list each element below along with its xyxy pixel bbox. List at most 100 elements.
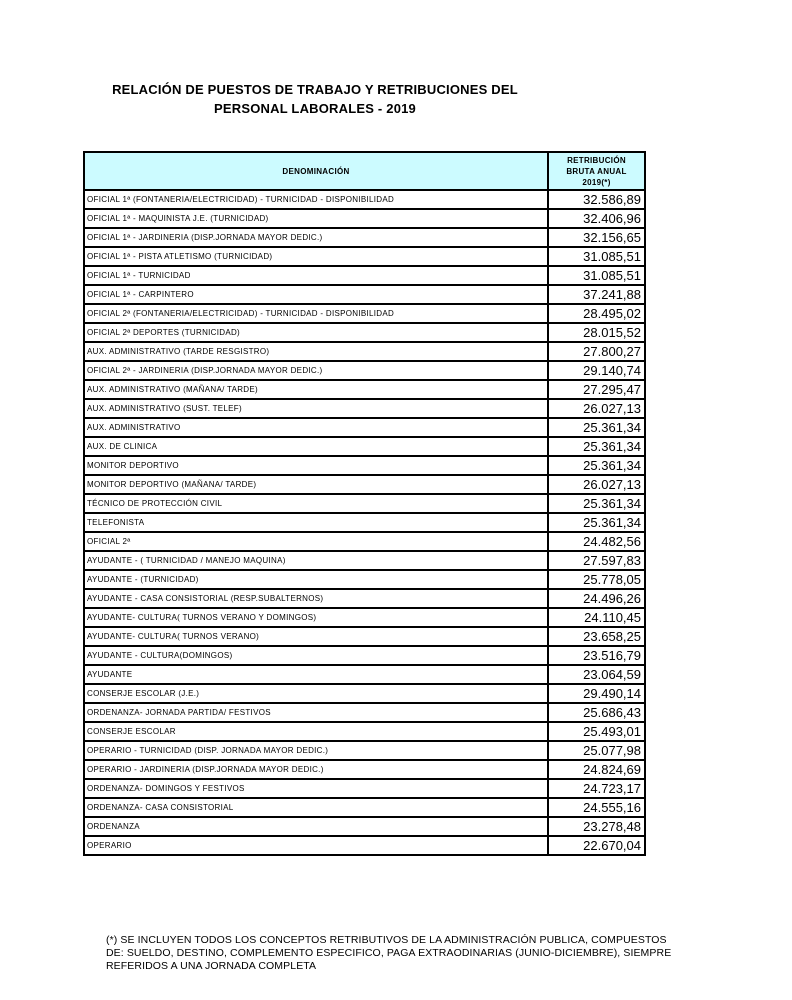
retribucion-cell: 25.077,98: [548, 741, 645, 760]
table-row: OPERARIO 22.670,04: [84, 836, 645, 855]
retribucion-cell: 23.516,79: [548, 646, 645, 665]
table-header-row: DENOMINACIÓN RETRIBUCIÓN BRUTA ANUAL 201…: [84, 152, 645, 190]
denominacion-cell: AUX. ADMINISTRATIVO (TARDE RESGISTRO): [84, 342, 548, 361]
column-header-denominacion: DENOMINACIÓN: [84, 152, 548, 190]
retribucion-cell: 25.686,43: [548, 703, 645, 722]
denominacion-cell: OFICIAL 2ª DEPORTES (TURNICIDAD): [84, 323, 548, 342]
table-row: ORDENANZA- CASA CONSISTORIAL 24.555,16: [84, 798, 645, 817]
retribucion-cell: 26.027,13: [548, 399, 645, 418]
table-row: OFICIAL 1ª (FONTANERIA/ELECTRICIDAD) - T…: [84, 190, 645, 209]
table-row: AUX. ADMINISTRATIVO (TARDE RESGISTRO) 27.…: [84, 342, 645, 361]
denominacion-cell: MONITOR DEPORTIVO: [84, 456, 548, 475]
denominacion-cell: ORDENANZA- CASA CONSISTORIAL: [84, 798, 548, 817]
retribucion-cell: 32.586,89: [548, 190, 645, 209]
page-title: RELACIÓN DE PUESTOS DE TRABAJO Y RETRIBU…: [80, 80, 550, 118]
retribucion-cell: 27.597,83: [548, 551, 645, 570]
table-header: DENOMINACIÓN RETRIBUCIÓN BRUTA ANUAL 201…: [84, 152, 645, 190]
table-row: AYUDANTE - CULTURA(DOMINGOS) 23.516,79: [84, 646, 645, 665]
table-row: MONITOR DEPORTIVO (MAÑANA/ TARDE) 26.027,…: [84, 475, 645, 494]
denominacion-cell: TELEFONISTA: [84, 513, 548, 532]
denominacion-cell: CONSERJE ESCOLAR (J.E.): [84, 684, 548, 703]
denominacion-cell: OPERARIO: [84, 836, 548, 855]
table-row: OFICIAL 1ª - TURNICIDAD 31.085,51: [84, 266, 645, 285]
denominacion-cell: AYUDANTE: [84, 665, 548, 684]
retribucion-cell: 29.140,74: [548, 361, 645, 380]
column-header-retribucion-line3: 2019(*): [582, 177, 611, 187]
denominacion-cell: OFICIAL 2ª - JARDINERIA (DISP.JORNADA MA…: [84, 361, 548, 380]
retribucion-cell: 29.490,14: [548, 684, 645, 703]
retribucion-cell: 25.493,01: [548, 722, 645, 741]
denominacion-cell: AUX. ADMINISTRATIVO (SUST. TELEF): [84, 399, 548, 418]
retribucion-cell: 27.800,27: [548, 342, 645, 361]
retribucion-cell: 25.361,34: [548, 437, 645, 456]
table-row: ORDENANZA 23.278,48: [84, 817, 645, 836]
table-row: AUX. DE CLINICA 25.361,34: [84, 437, 645, 456]
table-body: OFICIAL 1ª (FONTANERIA/ELECTRICIDAD) - T…: [84, 190, 645, 855]
denominacion-cell: AUX. ADMINISTRATIVO: [84, 418, 548, 437]
table-row: AUX. ADMINISTRATIVO (SUST. TELEF) 26.027,…: [84, 399, 645, 418]
table-row: AYUDANTE - ( TURNICIDAD / MANEJO MAQUINA…: [84, 551, 645, 570]
denominacion-cell: AYUDANTE- CULTURA( TURNOS VERANO): [84, 627, 548, 646]
page-title-line1: RELACIÓN DE PUESTOS DE TRABAJO Y RETRIBU…: [112, 82, 518, 97]
denominacion-cell: OFICIAL 1ª - PISTA ATLETISMO (TURNICIDAD…: [84, 247, 548, 266]
column-header-retribucion-line2: BRUTA ANUAL: [566, 166, 627, 176]
denominacion-cell: ORDENANZA: [84, 817, 548, 836]
retribucion-cell: 24.555,16: [548, 798, 645, 817]
retribucion-cell: 25.778,05: [548, 570, 645, 589]
footnote-line1: (*) SE INCLUYEN TODOS LOS CONCEPTOS RETR…: [106, 934, 667, 946]
table-row: TELEFONISTA 25.361,34: [84, 513, 645, 532]
table-row: AYUDANTE - (TURNICIDAD) 25.778,05: [84, 570, 645, 589]
table-row: OFICIAL 2ª 24.482,56: [84, 532, 645, 551]
table-row: AYUDANTE 23.064,59: [84, 665, 645, 684]
denominacion-cell: OPERARIO - TURNICIDAD (DISP. JORNADA MAY…: [84, 741, 548, 760]
page-title-line2: PERSONAL LABORALES - 2019: [214, 101, 416, 116]
denominacion-cell: OFICIAL 2ª (FONTANERIA/ELECTRICIDAD) - T…: [84, 304, 548, 323]
denominacion-cell: AYUDANTE - (TURNICIDAD): [84, 570, 548, 589]
table-row: AYUDANTE- CULTURA( TURNOS VERANO) 23.658,…: [84, 627, 645, 646]
denominacion-cell: OFICIAL 1ª - JARDINERIA (DISP.JORNADA MA…: [84, 228, 548, 247]
retribucion-cell: 25.361,34: [548, 513, 645, 532]
table-row: TÉCNICO DE PROTECCIÓN CIVIL 25.361,34: [84, 494, 645, 513]
retribucion-cell: 23.278,48: [548, 817, 645, 836]
table-row: OPERARIO - JARDINERIA (DISP.JORNADA MAYO…: [84, 760, 645, 779]
retribucion-cell: 28.495,02: [548, 304, 645, 323]
table-row: OFICIAL 1ª - PISTA ATLETISMO (TURNICIDAD…: [84, 247, 645, 266]
table-row: AYUDANTE- CULTURA( TURNOS VERANO Y DOMIN…: [84, 608, 645, 627]
column-header-retribucion-line1: RETRIBUCIÓN: [567, 155, 626, 165]
retribucion-cell: 24.482,56: [548, 532, 645, 551]
retribucion-cell: 24.110,45: [548, 608, 645, 627]
retribucion-cell: 24.723,17: [548, 779, 645, 798]
denominacion-cell: OFICIAL 1ª - CARPINTERO: [84, 285, 548, 304]
retribucion-cell: 31.085,51: [548, 247, 645, 266]
footnote-line2: DE: SUELDO, DESTINO, COMPLEMENTO ESPECIF…: [106, 947, 672, 959]
retribucion-cell: 27.295,47: [548, 380, 645, 399]
denominacion-cell: AYUDANTE - ( TURNICIDAD / MANEJO MAQUINA…: [84, 551, 548, 570]
table-row: ORDENANZA- JORNADA PARTIDA/ FESTIVOS 25.6…: [84, 703, 645, 722]
denominacion-cell: ORDENANZA- JORNADA PARTIDA/ FESTIVOS: [84, 703, 548, 722]
table-row: OFICIAL 2ª (FONTANERIA/ELECTRICIDAD) - T…: [84, 304, 645, 323]
table-row: AUX. ADMINISTRATIVO 25.361,34: [84, 418, 645, 437]
retribucion-cell: 32.406,96: [548, 209, 645, 228]
retribucion-cell: 37.241,88: [548, 285, 645, 304]
denominacion-cell: OFICIAL 2ª: [84, 532, 548, 551]
table-row: OFICIAL 1ª - JARDINERIA (DISP.JORNADA MA…: [84, 228, 645, 247]
footnote: (*) SE INCLUYEN TODOS LOS CONCEPTOS RETR…: [106, 934, 706, 973]
denominacion-cell: OFICIAL 1ª (FONTANERIA/ELECTRICIDAD) - T…: [84, 190, 548, 209]
table-row: OFICIAL 1ª - CARPINTERO 37.241,88: [84, 285, 645, 304]
denominacion-cell: AUX. ADMINISTRATIVO (MAÑANA/ TARDE): [84, 380, 548, 399]
retribucion-cell: 23.064,59: [548, 665, 645, 684]
retribucion-cell: 24.496,26: [548, 589, 645, 608]
table-row: OFICIAL 1ª - MAQUINISTA J.E. (TURNICIDAD…: [84, 209, 645, 228]
retribucion-cell: 31.085,51: [548, 266, 645, 285]
table-row: OPERARIO - TURNICIDAD (DISP. JORNADA MAY…: [84, 741, 645, 760]
table-row: AUX. ADMINISTRATIVO (MAÑANA/ TARDE) 27.29…: [84, 380, 645, 399]
table-row: OFICIAL 2ª DEPORTES (TURNICIDAD) 28.015,5…: [84, 323, 645, 342]
retribuciones-table: DENOMINACIÓN RETRIBUCIÓN BRUTA ANUAL 201…: [83, 151, 646, 856]
table-row: CONSERJE ESCOLAR (J.E.) 29.490,14: [84, 684, 645, 703]
retribucion-cell: 32.156,65: [548, 228, 645, 247]
denominacion-cell: CONSERJE ESCOLAR: [84, 722, 548, 741]
denominacion-cell: MONITOR DEPORTIVO (MAÑANA/ TARDE): [84, 475, 548, 494]
retribucion-cell: 24.824,69: [548, 760, 645, 779]
denominacion-cell: OFICIAL 1ª - TURNICIDAD: [84, 266, 548, 285]
